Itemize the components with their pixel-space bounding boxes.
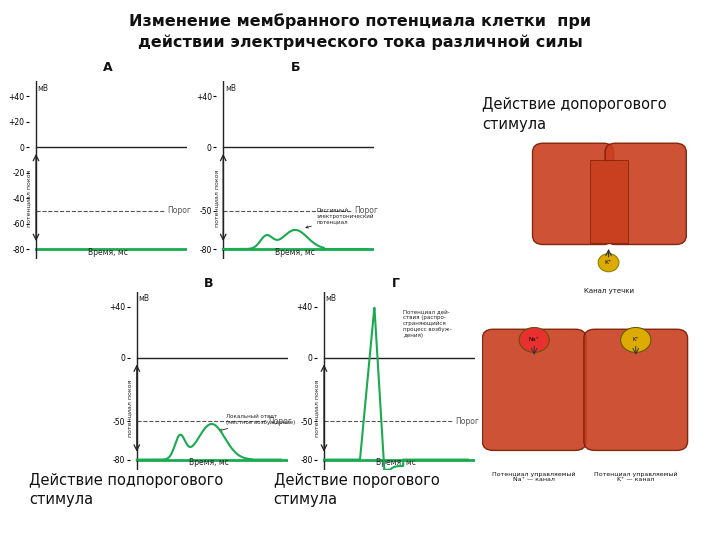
Text: K⁺: K⁺ [605, 260, 612, 265]
FancyBboxPatch shape [533, 143, 613, 245]
Text: Канал утечки: Канал утечки [583, 288, 634, 294]
Text: Время, мс: Время, мс [88, 248, 128, 256]
Text: K⁺: K⁺ [633, 338, 639, 342]
Text: Потенциал дей-
ствия (распро-
страняющийся
процесс возбуж-
дения): Потенциал дей- ствия (распро- страняющий… [403, 309, 452, 338]
Text: потенциал покоя: потенциал покоя [214, 170, 219, 227]
Text: Время, мс: Время, мс [189, 458, 229, 467]
Text: Действие порогового
стимула: Действие порогового стимула [274, 472, 439, 507]
Text: потенциал покоя: потенциал покоя [27, 170, 32, 227]
FancyBboxPatch shape [605, 143, 686, 245]
Circle shape [621, 327, 651, 353]
Text: Локальный ответ
(местное возбуждение): Локальный ответ (местное возбуждение) [220, 414, 295, 431]
Text: мВ: мВ [37, 84, 49, 92]
Text: Потенциал управляемый
K⁺ — канал: Потенциал управляемый K⁺ — канал [594, 471, 678, 483]
Text: Изменение мембранного потенциала клетки  при
действии электрического тока различ: Изменение мембранного потенциала клетки … [129, 14, 591, 50]
Circle shape [519, 327, 549, 353]
Text: Порог: Порог [269, 417, 292, 426]
Text: Действие подпорогового
стимула: Действие подпорогового стимула [29, 472, 223, 507]
Text: Порог: Порог [456, 417, 480, 426]
Text: мВ: мВ [138, 294, 150, 303]
Text: Г: Г [392, 277, 400, 290]
Text: потенциал покоя: потенциал покоя [127, 380, 132, 437]
Text: Б: Б [290, 61, 300, 74]
Text: Потенциал управляемый
Na⁺ — канал: Потенциал управляемый Na⁺ — канал [492, 471, 576, 483]
FancyBboxPatch shape [584, 329, 688, 450]
Text: Na⁺: Na⁺ [529, 338, 539, 342]
Bar [590, 160, 628, 243]
Text: потенциал покоя: потенциал покоя [315, 380, 320, 437]
Text: Действие допорогового
стимула: Действие допорогового стимула [482, 97, 667, 132]
Text: Порог: Порог [168, 206, 192, 215]
Circle shape [598, 254, 619, 272]
Text: Время, мс: Время, мс [376, 458, 416, 467]
Text: Порог: Порог [355, 206, 379, 215]
Text: В: В [204, 277, 214, 290]
Text: Пассивный
электротонический
потенциал: Пассивный электротонический потенциал [306, 208, 374, 228]
Text: Время, мс: Время, мс [275, 248, 315, 256]
Text: мВ: мВ [325, 294, 337, 303]
FancyBboxPatch shape [482, 329, 586, 450]
Text: мВ: мВ [225, 84, 236, 92]
Text: А: А [103, 61, 113, 74]
